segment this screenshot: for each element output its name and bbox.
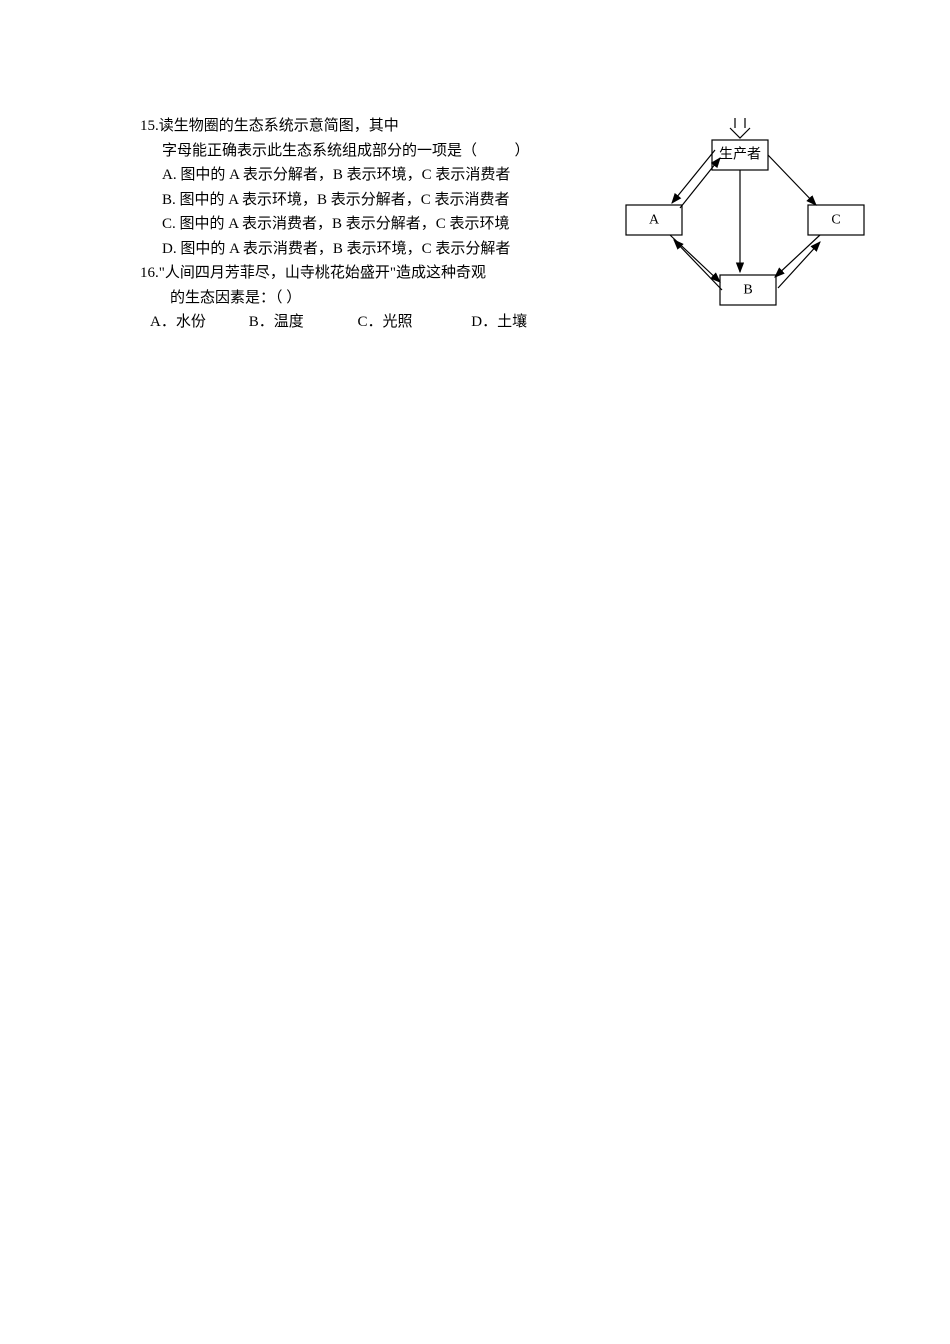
q16-stem-line1: 16."人间四月芳菲尽，山寺桃花始盛开"造成这种奇观 bbox=[140, 262, 580, 285]
q15-number: 15. bbox=[140, 118, 159, 134]
q16-stem1-text: "人间四月芳菲尽，山寺桃花始盛开"造成这种奇观 bbox=[159, 265, 486, 281]
q16-number: 16. bbox=[140, 265, 159, 281]
q16-option-d: D．土壤 bbox=[471, 311, 527, 334]
input-arrow-icon bbox=[730, 118, 750, 138]
edge-b-to-c bbox=[778, 242, 820, 288]
q16-stem-line2: 的生态因素是：（ ） bbox=[140, 287, 580, 310]
node-b-label: B bbox=[743, 283, 752, 298]
q15-stem-line1: 15.读生物圈的生态系统示意简图，其中 bbox=[140, 115, 580, 138]
edge-producer-to-a bbox=[672, 150, 715, 203]
q16-option-a: A．水份 bbox=[150, 311, 245, 334]
q15-stem2-pre: 字母能正确表示此生态系统组成部分的一项是（ bbox=[162, 143, 477, 159]
q15-option-a: A. 图中的 A 表示分解者，B 表示环境，C 表示消费者 bbox=[162, 164, 580, 187]
question-content: 15.读生物圈的生态系统示意简图，其中 字母能正确表示此生态系统组成部分的一项是… bbox=[140, 115, 580, 334]
q15-option-b: B. 图中的 A 表示环境，B 表示分解者，C 表示消费者 bbox=[162, 189, 580, 212]
q16-option-b: B．温度 bbox=[249, 311, 354, 334]
q16-options: A．水份 B．温度 C．光照 D．土壤 bbox=[140, 311, 580, 334]
q15-stem-line2: 字母能正确表示此生态系统组成部分的一项是（ ） bbox=[140, 140, 580, 163]
q16-option-c: C．光照 bbox=[358, 311, 468, 334]
q15-stem1-text: 读生物圈的生态系统示意简图，其中 bbox=[159, 118, 399, 134]
q15-option-d: D. 图中的 A 表示消费者，B 表示环境，C 表示分解者 bbox=[162, 238, 580, 261]
edge-b-to-a bbox=[674, 240, 722, 290]
node-producer-label: 生产者 bbox=[719, 147, 761, 163]
edge-a-to-b bbox=[670, 235, 720, 282]
q15-stem2-suf: ） bbox=[515, 143, 530, 159]
q15-option-c: C. 图中的 A 表示消费者，B 表示分解者，C 表示环境 bbox=[162, 213, 580, 236]
node-a-label: A bbox=[649, 213, 660, 228]
edge-c-to-b bbox=[775, 235, 820, 277]
edge-a-to-producer bbox=[680, 158, 720, 208]
ecosystem-diagram: 生产者 A C B bbox=[620, 110, 870, 320]
q15-blank bbox=[477, 143, 515, 159]
node-c-label: C bbox=[831, 213, 840, 228]
edge-producer-to-c bbox=[768, 155, 816, 205]
q15-options: A. 图中的 A 表示分解者，B 表示环境，C 表示消费者 B. 图中的 A 表… bbox=[140, 164, 580, 260]
